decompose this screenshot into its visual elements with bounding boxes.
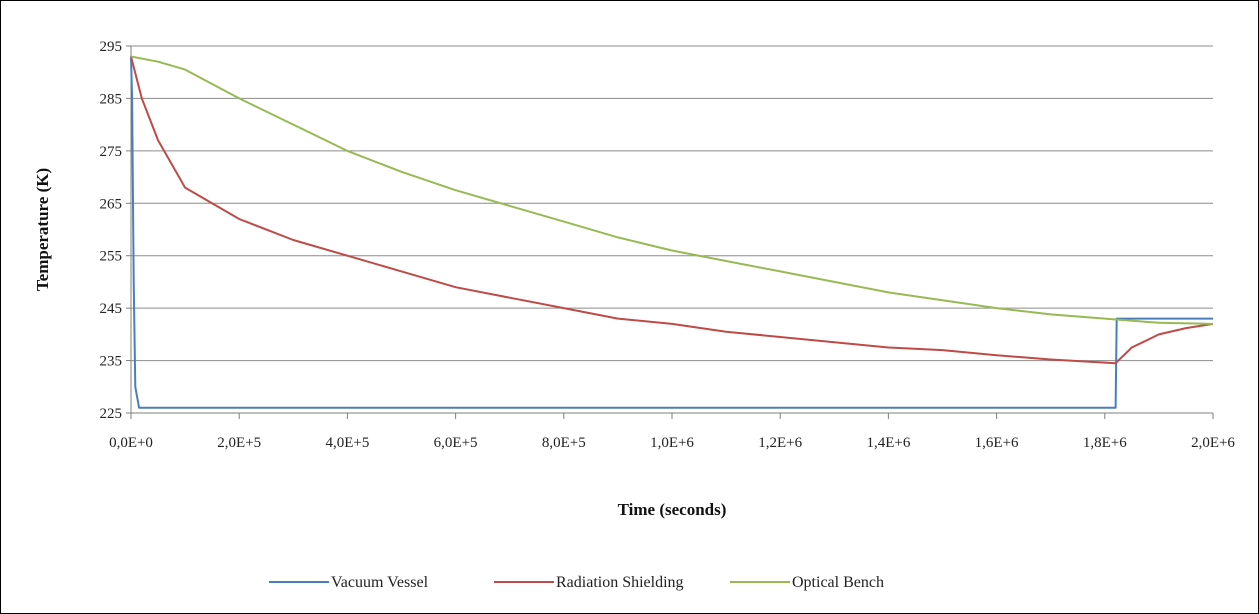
y-tick-label: 275 <box>100 144 123 160</box>
x-tick-label: 1,4E+6 <box>866 435 910 451</box>
x-tick-label: 1,0E+6 <box>650 435 694 451</box>
x-tick-label: 0,0E+0 <box>109 435 153 451</box>
x-axis-title: Time (seconds) <box>618 500 727 519</box>
series-lines <box>130 55 1214 409</box>
x-tick-label: 4,0E+5 <box>325 435 369 451</box>
y-tick-label: 225 <box>100 406 123 422</box>
legend-label: Radiation Shielding <box>556 574 684 591</box>
x-tick-label: 1,6E+6 <box>975 435 1019 451</box>
legend: Vacuum Vessel Radiation Shielding Optical … <box>269 574 884 591</box>
series-line-radiation-shielding <box>130 56 1214 365</box>
series-line-optical-bench <box>130 55 1214 325</box>
y-tick-label: 235 <box>100 354 123 370</box>
y-tick-label: 265 <box>100 196 123 212</box>
x-tick-label: 2,0E+6 <box>1191 435 1235 451</box>
y-tick-label: 285 <box>100 91 123 107</box>
tick-labels: 225 235 245 255 265 275 285 295 0,0E+0 2,0E+5 4,0E… <box>100 39 1236 451</box>
axes <box>126 45 1214 419</box>
legend-label: Vacuum Vessel <box>331 574 429 591</box>
x-tick-label: 1,8E+6 <box>1083 435 1127 451</box>
x-tick-label: 8,0E+5 <box>542 435 586 451</box>
x-tick-label: 2,0E+5 <box>217 435 261 451</box>
series-line-vacuum-vessel <box>130 56 1213 409</box>
grid-lines <box>131 45 1213 362</box>
x-tick-label: 1,2E+6 <box>758 435 802 451</box>
x-tick-label: 6,0E+5 <box>434 435 478 451</box>
legend-label: Optical Bench <box>792 574 884 591</box>
y-tick-label: 255 <box>100 249 123 265</box>
y-tick-label: 295 <box>100 39 123 55</box>
y-tick-label: 245 <box>100 301 123 317</box>
y-axis-title: Temperature (K) <box>33 168 52 291</box>
